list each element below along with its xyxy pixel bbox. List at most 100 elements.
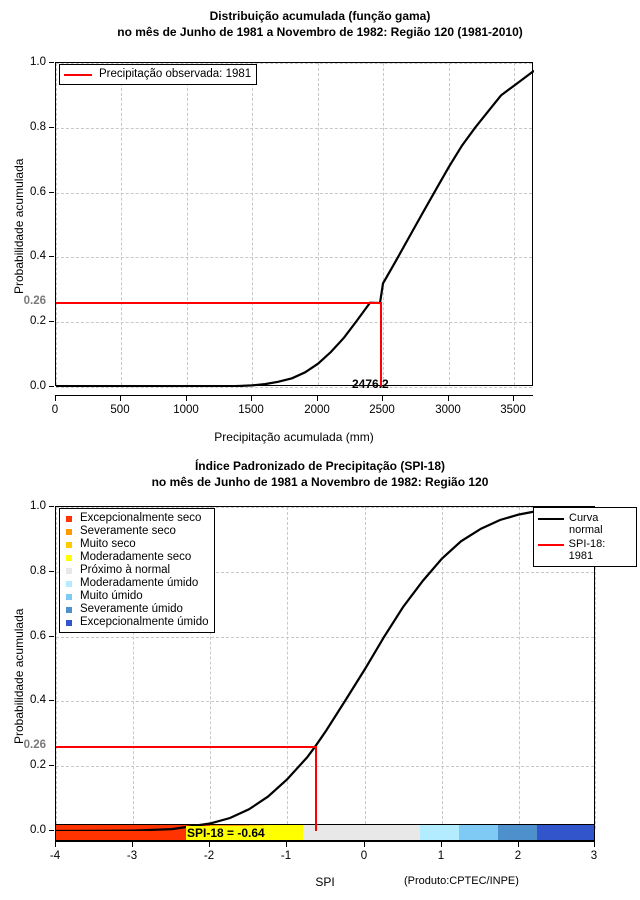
panel1-xtick-2500 xyxy=(382,396,383,401)
gridline-spi-2 xyxy=(519,507,520,829)
panel2-yticklabel-0.0: 0.0 xyxy=(30,824,46,836)
panel2-plot-area: Excepcionalmente seco Severamente seco M… xyxy=(55,506,596,832)
panel2-yticklabel-0.8: 0.8 xyxy=(30,565,46,577)
legend-item-moderadamente-umido: Moderadamente úmido xyxy=(64,577,209,590)
panel2-highlight-y-label: 0.26 xyxy=(23,739,46,751)
color-swatch-icon xyxy=(66,580,72,587)
gridline-x-3000 xyxy=(449,63,450,385)
panel2-ytick-1.0 xyxy=(49,506,54,507)
reference-line-horizontal-p026 xyxy=(56,746,317,748)
panel2-ytick-0.2 xyxy=(49,765,54,766)
panel2-xtick--2 xyxy=(209,842,210,847)
panel2-xtick-0 xyxy=(364,842,365,847)
product-credit: (Produto:CPTEC/INPE) xyxy=(404,875,519,887)
panel2-xticklabel--3: -3 xyxy=(126,850,138,862)
panel1-yticklabel-0.4: 0.4 xyxy=(30,250,46,262)
legend-label: Excepcionalmente úmido xyxy=(80,616,209,628)
panel2-yticklabel-0.2: 0.2 xyxy=(30,759,46,771)
gamma-cumulative-curve xyxy=(56,69,534,387)
gridline-x-500 xyxy=(121,63,122,385)
panel2-curve-legend: Curva normal SPI-18: 1981 xyxy=(533,507,637,567)
legend-label-normal: normal xyxy=(569,524,603,536)
panel1-yticklabel-1.0: 1.0 xyxy=(30,56,46,68)
panel1-xtick-500 xyxy=(120,396,121,401)
legend-label: Severamente seco xyxy=(80,525,176,537)
panel1-x-axis-title: Precipitação acumulada (mm) xyxy=(214,430,374,444)
gridline-spi-1 xyxy=(442,507,443,829)
panel2-xtick--4 xyxy=(55,842,56,847)
panel1-xticklabel-1500: 1500 xyxy=(238,404,264,416)
panel1-ytick-0.8 xyxy=(49,127,54,128)
color-swatch-icon xyxy=(66,541,72,548)
panel2-xticklabel-1: 1 xyxy=(437,850,445,862)
legend-item-muito-umido: Muito úmido xyxy=(64,590,209,603)
panel1-xtick-3000 xyxy=(448,396,449,401)
gridline-x-1500 xyxy=(252,63,253,385)
gridline-x-1000 xyxy=(187,63,188,385)
legend-label: Próximo à normal xyxy=(80,564,171,576)
panel1-ytick-0.6 xyxy=(49,192,54,193)
red-line-swatch-icon xyxy=(538,544,564,546)
legend-item-excepcionalmente-umido: Excepcionalmente úmido xyxy=(64,616,209,629)
panel2-y-axis-title: Probabilidade acumulada xyxy=(12,608,26,744)
black-line-swatch-icon xyxy=(538,518,564,520)
legend-label: Severamente úmido xyxy=(80,603,183,615)
gridline-p-0.6 xyxy=(56,637,594,638)
colorbar-segment-muito-umido xyxy=(459,825,498,840)
gridline-p-1.0 xyxy=(56,507,594,508)
color-swatch-icon xyxy=(66,515,72,522)
panel2-xticklabel-3: 3 xyxy=(590,850,598,862)
panel1-x-axis-line xyxy=(55,395,533,396)
normal-cumulative-curve xyxy=(56,507,596,831)
gridline-y-0.4 xyxy=(56,257,532,258)
panel2-xticklabel--1: -1 xyxy=(280,850,292,862)
panel1-xticklabel-0: 0 xyxy=(51,404,59,416)
panel1-yticklabel-0.8: 0.8 xyxy=(30,121,46,133)
panel1-highlight-x-label: 2476.2 xyxy=(352,377,389,391)
panel1-xticklabel-2500: 2500 xyxy=(369,404,395,416)
panel2-xtick-2 xyxy=(518,842,519,847)
panel1-legend-item: Precipitação observada: 1981 xyxy=(64,68,251,81)
colorbar-segment-moderadamente-umido xyxy=(420,825,459,840)
legend-item-proximo-a-normal: Próximo à normal xyxy=(64,564,209,577)
legend-label-spi18-1981: SPI-18: 1981 xyxy=(568,538,606,562)
panel2-xtick-1 xyxy=(441,842,442,847)
gridline-spi--2 xyxy=(210,507,211,829)
gridline-spi--3 xyxy=(133,507,134,829)
panel1-yticklabel-0.0: 0.0 xyxy=(30,380,46,392)
panel2-xticklabel-2: 2 xyxy=(514,850,522,862)
red-line-swatch-icon xyxy=(64,73,92,76)
gridline-spi--1 xyxy=(287,507,288,829)
panel1-highlight-y-label: 0.26 xyxy=(23,295,46,307)
gridline-y-1.0 xyxy=(56,63,532,64)
panel2-ytick-0.0 xyxy=(49,830,54,831)
panel-cumulative-gamma: Distribuição acumulada (função gama) no … xyxy=(0,8,640,444)
panel1-xtick-2000 xyxy=(317,396,318,401)
legend-item-excepcionalmente-seco: Excepcionalmente seco xyxy=(64,512,209,525)
panel1-ytick-0.4 xyxy=(49,256,54,257)
spi-value-annotation: SPI-18 = -0.64 xyxy=(186,826,266,840)
panel1-xtick-1000 xyxy=(186,396,187,401)
gridline-x-2000 xyxy=(318,63,319,385)
panel1-title-line2: no mês de Junho de 1981 a Novembro de 19… xyxy=(117,25,523,39)
gridline-y-0.0 xyxy=(56,387,532,388)
panel2-class-legend: Excepcionalmente seco Severamente seco M… xyxy=(59,508,215,633)
panel1-title-line1: Distribuição acumulada (função gama) xyxy=(209,9,431,23)
legend-label: Moderadamente úmido xyxy=(80,577,199,589)
color-swatch-icon xyxy=(66,606,72,613)
gridline-y-0.8 xyxy=(56,128,532,129)
legend-item-muito-seco: Muito seco xyxy=(64,538,209,551)
panel1-xtick-0 xyxy=(55,396,56,401)
panel2-xtick--1 xyxy=(286,842,287,847)
panel1-yticklabel-0.2: 0.2 xyxy=(30,315,46,327)
panel1-title: Distribuição acumulada (função gama) no … xyxy=(0,8,640,40)
panel1-xticklabel-3000: 3000 xyxy=(435,404,461,416)
gridline-y-0.2 xyxy=(56,322,532,323)
legend-label: Muito úmido xyxy=(80,590,143,602)
panel2-xticklabel-0: 0 xyxy=(360,850,368,862)
panel1-y-axis-title: Probabilidade acumulada xyxy=(12,158,26,294)
panel2-x-axis-title: SPI xyxy=(315,875,335,889)
legend-label-curva: Curva xyxy=(569,512,599,524)
colorbar-segment-moderadamente-seco xyxy=(264,825,303,840)
gridline-spi--4 xyxy=(56,507,57,829)
